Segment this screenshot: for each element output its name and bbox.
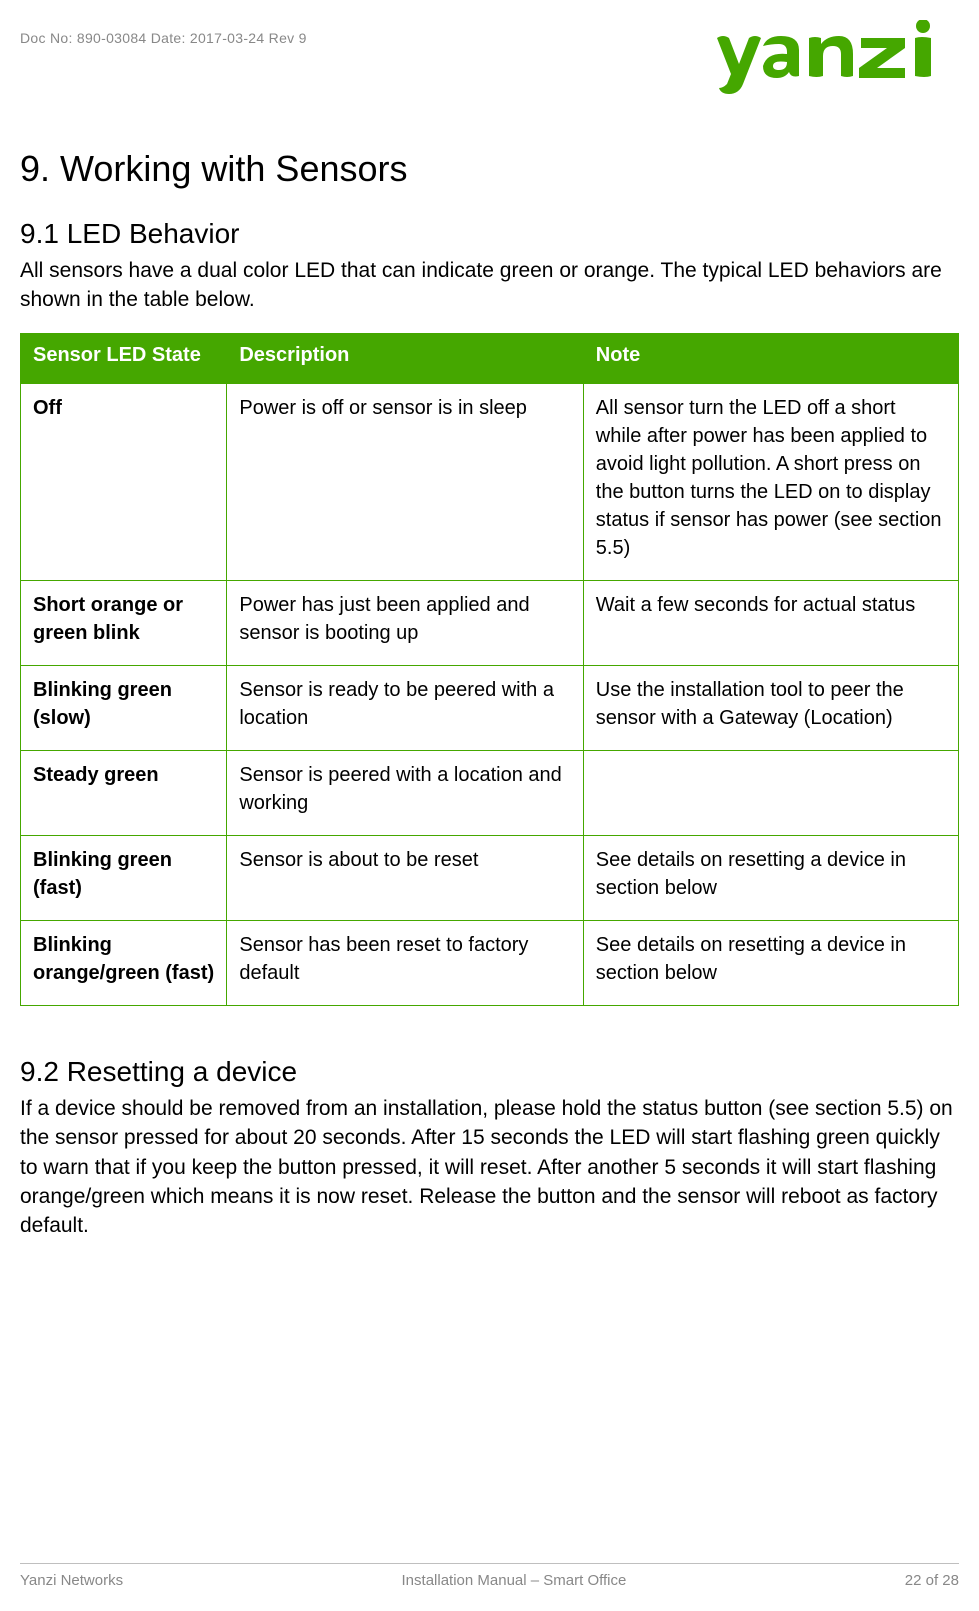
- section-91-intro: All sensors have a dual color LED that c…: [20, 256, 959, 315]
- table-row: Blinking orange/green (fast) Sensor has …: [21, 920, 959, 1005]
- footer-right: 22 of 28: [905, 1572, 959, 1589]
- led-behavior-table: Sensor LED State Description Note Off Po…: [20, 333, 959, 1006]
- cell-desc: Sensor is ready to be peered with a loca…: [227, 665, 583, 750]
- section-92-body: If a device should be removed from an in…: [20, 1094, 959, 1241]
- cell-note: See details on resetting a device in sec…: [583, 835, 958, 920]
- th-note: Note: [583, 333, 958, 383]
- cell-state: Blinking green (slow): [21, 665, 227, 750]
- cell-state: Blinking orange/green (fast): [21, 920, 227, 1005]
- doc-meta-line: Doc No: 890-03084 Date: 2017-03-24 Rev 9: [20, 30, 307, 46]
- cell-desc: Power is off or sensor is in sleep: [227, 383, 583, 580]
- page-footer: Yanzi Networks Installation Manual – Sma…: [20, 1563, 959, 1589]
- cell-state: Steady green: [21, 750, 227, 835]
- table-row: Off Power is off or sensor is in sleep A…: [21, 383, 959, 580]
- cell-note: Wait a few seconds for actual status: [583, 580, 958, 665]
- table-row: Blinking green (slow) Sensor is ready to…: [21, 665, 959, 750]
- brand-logo: [709, 20, 959, 98]
- yanzi-logo-icon: [709, 20, 959, 98]
- cell-desc: Sensor is peered with a location and wor…: [227, 750, 583, 835]
- footer-center: Installation Manual – Smart Office: [402, 1572, 627, 1589]
- table-header-row: Sensor LED State Description Note: [21, 333, 959, 383]
- table-row: Steady green Sensor is peered with a loc…: [21, 750, 959, 835]
- cell-desc: Sensor is about to be reset: [227, 835, 583, 920]
- table-row: Short orange or green blink Power has ju…: [21, 580, 959, 665]
- cell-note: All sensor turn the LED off a short whil…: [583, 383, 958, 580]
- section-title-91: 9.1 LED Behavior: [20, 218, 959, 250]
- cell-state: Blinking green (fast): [21, 835, 227, 920]
- cell-desc: Power has just been applied and sensor i…: [227, 580, 583, 665]
- page-header: Doc No: 890-03084 Date: 2017-03-24 Rev 9: [20, 30, 959, 98]
- cell-note: See details on resetting a device in sec…: [583, 920, 958, 1005]
- section-title-main: 9. Working with Sensors: [20, 148, 959, 190]
- cell-state: Off: [21, 383, 227, 580]
- cell-note: [583, 750, 958, 835]
- cell-desc: Sensor has been reset to factory default: [227, 920, 583, 1005]
- footer-left: Yanzi Networks: [20, 1572, 123, 1589]
- section-91: 9.1 LED Behavior All sensors have a dual…: [20, 218, 959, 1006]
- th-state: Sensor LED State: [21, 333, 227, 383]
- section-title-92: 9.2 Resetting a device: [20, 1056, 959, 1088]
- table-row: Blinking green (fast) Sensor is about to…: [21, 835, 959, 920]
- cell-note: Use the installation tool to peer the se…: [583, 665, 958, 750]
- section-92: 9.2 Resetting a device If a device shoul…: [20, 1056, 959, 1241]
- th-desc: Description: [227, 333, 583, 383]
- cell-state: Short orange or green blink: [21, 580, 227, 665]
